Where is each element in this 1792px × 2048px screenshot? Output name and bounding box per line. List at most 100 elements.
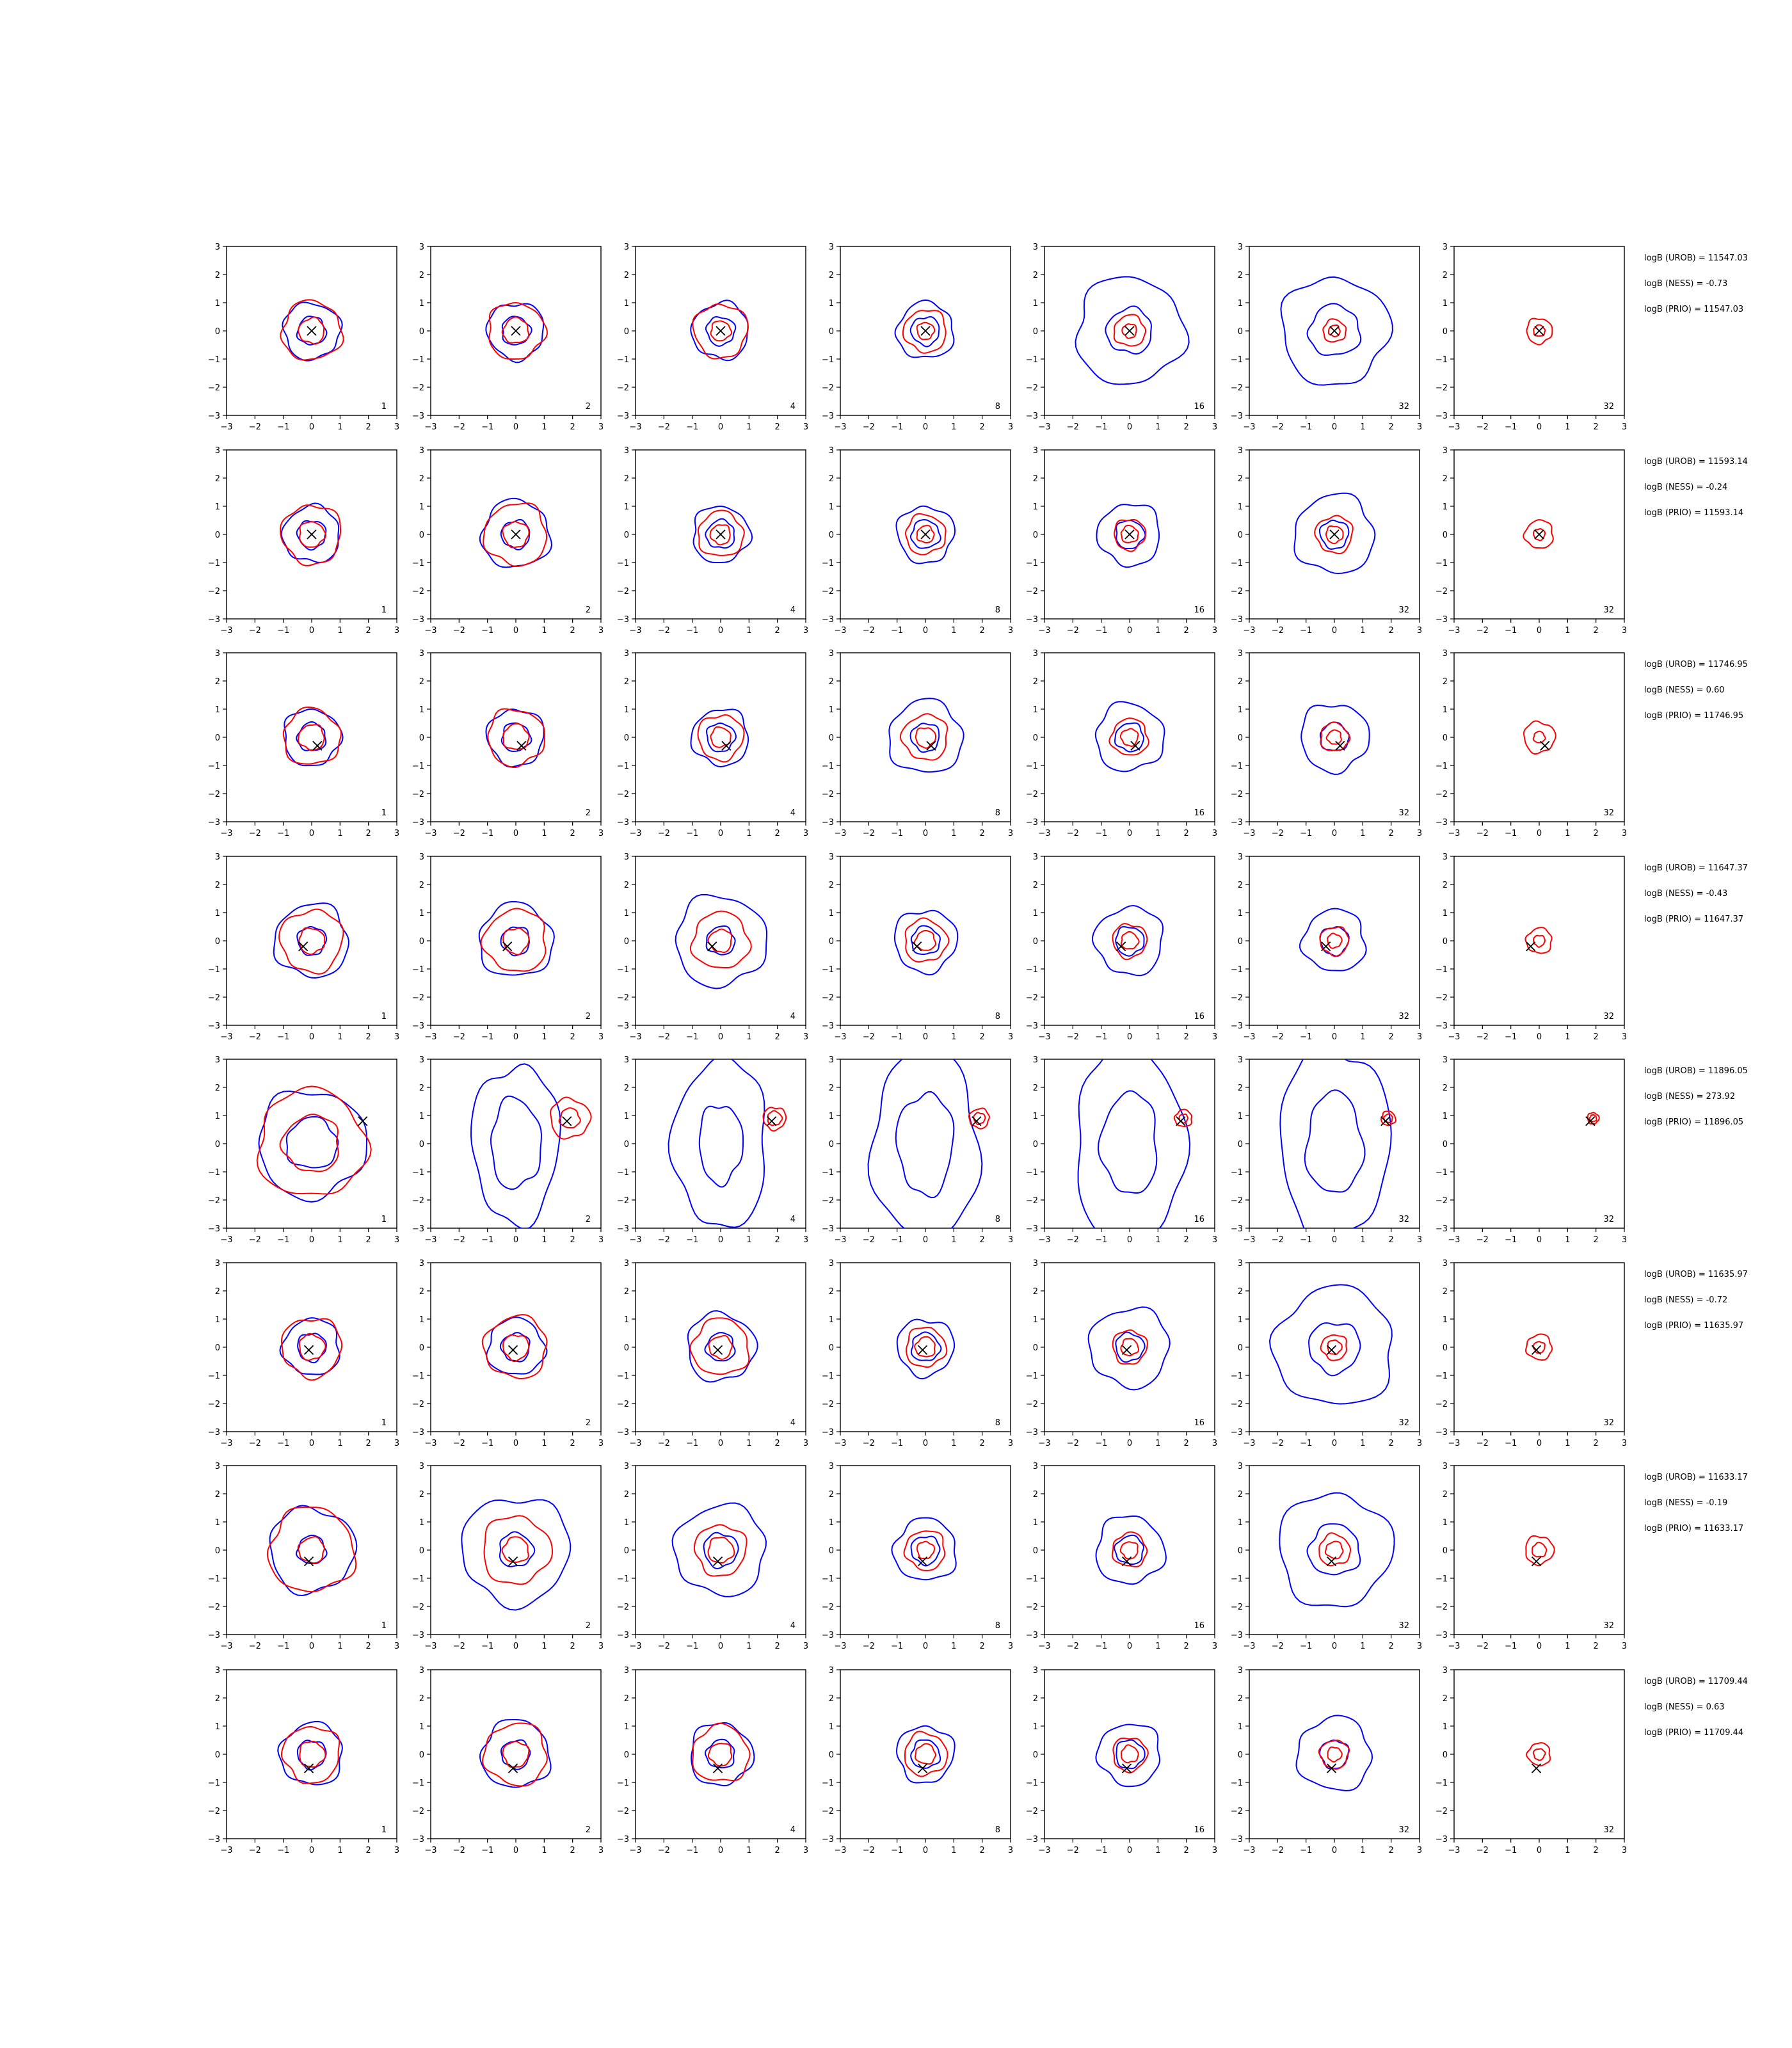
y-tick-label: 3	[1033, 1666, 1038, 1676]
panel-label: 2	[586, 1012, 591, 1021]
y-tick-label: 3	[1238, 852, 1243, 862]
prior-contour	[888, 698, 964, 773]
y-tick-label: −1	[208, 762, 220, 771]
x-tick-label: 3	[1622, 422, 1627, 432]
posterior-contour	[298, 927, 326, 956]
y-tick-label: 1	[1033, 909, 1038, 918]
y-tick-label: 1	[1443, 299, 1448, 308]
panel-frame	[1453, 856, 1625, 1026]
y-tick-label: 2	[829, 271, 834, 280]
logb-annotation: logB (NESS) = -0.73	[1644, 279, 1727, 289]
y-tick-label: −1	[208, 1372, 220, 1381]
y-tick-label: 3	[419, 649, 424, 659]
x-tick-label: −3	[1038, 829, 1050, 838]
y-tick-label: −2	[1026, 1196, 1038, 1206]
x-tick-label: −2	[1067, 1642, 1079, 1651]
x-tick-label: 3	[1417, 1032, 1422, 1042]
y-tick-label: −3	[1436, 1835, 1448, 1844]
truth-marker	[516, 740, 527, 751]
panel-label: 4	[790, 1621, 796, 1631]
y-tick-label: −3	[1436, 1224, 1448, 1234]
y-tick-label: 2	[1238, 881, 1243, 890]
x-tick-label: −2	[1476, 1235, 1489, 1245]
x-tick-label: −2	[1476, 1032, 1489, 1042]
x-tick-label: −3	[834, 1439, 846, 1448]
x-tick-label: −2	[658, 829, 670, 838]
y-tick-label: 2	[419, 1084, 424, 1093]
x-tick-label: 1	[1565, 1032, 1570, 1042]
y-tick-label: 0	[419, 1750, 424, 1760]
x-tick-label: 3	[1212, 422, 1217, 432]
x-tick-label: −3	[424, 626, 436, 636]
y-tick-label: −2	[617, 383, 629, 393]
y-tick-label: −2	[412, 1196, 424, 1206]
prior-contour	[1096, 504, 1160, 568]
logb-annotation: logB (UROB) = 11633.17	[1644, 1473, 1748, 1482]
x-tick-label: −1	[891, 1642, 903, 1651]
panel-label: 2	[586, 1418, 591, 1428]
y-tick-label: −2	[822, 587, 834, 596]
prior-contour	[704, 1332, 736, 1362]
posterior-contour	[689, 1317, 750, 1375]
prior-contour	[891, 1517, 957, 1581]
truth-marker	[707, 941, 717, 952]
y-tick-label: −2	[1231, 383, 1243, 393]
truth-marker	[767, 1116, 777, 1126]
y-tick-label: 2	[1238, 677, 1243, 687]
contour-panel: −3 −2 −1 0 1 2 3 3 2 1 0 −1 −2 −3 1	[208, 1462, 399, 1651]
x-tick-label: 1	[337, 1032, 342, 1042]
y-tick-label: 2	[1033, 1084, 1038, 1093]
posterior-contour	[1383, 1113, 1393, 1123]
x-tick-label: 1	[1360, 1846, 1365, 1855]
x-tick-label: 2	[1389, 1642, 1394, 1651]
y-tick-label: 1	[1238, 1518, 1243, 1528]
posterior-contour	[914, 1336, 936, 1357]
contour-panel: −3 −2 −1 0 1 2 3 3 2 1 0 −1 −2 −3 4	[617, 1462, 808, 1651]
y-tick-label: 1	[624, 502, 629, 512]
panel-frame	[635, 1465, 806, 1635]
x-tick-label: 1	[1360, 422, 1365, 432]
contour-panel: −3 −2 −1 0 1 2 3 3 2 1 0 −1 −2 −3 1	[208, 1666, 399, 1855]
y-tick-label: −2	[1436, 993, 1448, 1003]
panel-label: 8	[995, 1215, 1000, 1224]
panel-label: 2	[586, 1215, 591, 1224]
y-tick-label: 0	[215, 733, 220, 743]
prior-contour	[1092, 904, 1164, 977]
y-tick-label: 3	[829, 852, 834, 862]
y-tick-label: 0	[1238, 1343, 1243, 1353]
x-tick-label: 3	[803, 626, 808, 636]
posterior-contour	[1173, 1108, 1192, 1127]
y-tick-label: −2	[208, 1196, 220, 1206]
y-tick-label: −2	[1231, 1400, 1243, 1409]
y-tick-label: 3	[829, 1259, 834, 1268]
x-tick-label: −3	[834, 1846, 846, 1855]
x-tick-label: −2	[863, 626, 875, 636]
y-tick-label: −3	[208, 412, 220, 421]
posterior-contour	[298, 1332, 326, 1361]
x-tick-label: 2	[366, 1642, 371, 1651]
x-tick-label: 0	[309, 1846, 314, 1855]
prior-contour	[285, 1116, 339, 1169]
contour-panel: −3 −2 −1 0 1 2 3 3 2 1 0 −1 −2 −3 8	[822, 446, 1013, 636]
logb-annotation: logB (PRIO) = 11633.17	[1644, 1524, 1743, 1533]
x-tick-label: 2	[775, 1032, 780, 1042]
truth-marker	[721, 740, 732, 751]
contour-panel: −3 −2 −1 0 1 2 3 3 2 1 0 −1 −2 −3 4	[617, 852, 808, 1042]
y-tick-label: −2	[208, 383, 220, 393]
panel-label: 2	[586, 605, 591, 615]
y-tick-label: 2	[1033, 271, 1038, 280]
posterior-contour	[762, 1107, 787, 1132]
y-tick-label: 3	[624, 1462, 629, 1471]
y-tick-label: 2	[1443, 1490, 1448, 1500]
truth-marker	[1531, 1556, 1542, 1567]
x-tick-label: 1	[1565, 1439, 1570, 1448]
panel-label: 8	[995, 1418, 1000, 1428]
y-tick-label: 1	[1443, 909, 1448, 918]
panel-label: 16	[1194, 1215, 1204, 1224]
y-tick-label: 1	[829, 1315, 834, 1325]
x-tick-label: 3	[1417, 829, 1422, 838]
x-tick-label: 0	[1127, 1846, 1132, 1855]
truth-marker	[1116, 941, 1126, 952]
y-tick-label: −1	[1231, 1372, 1243, 1381]
logb-annotation: logB (UROB) = 11547.03	[1644, 253, 1748, 263]
